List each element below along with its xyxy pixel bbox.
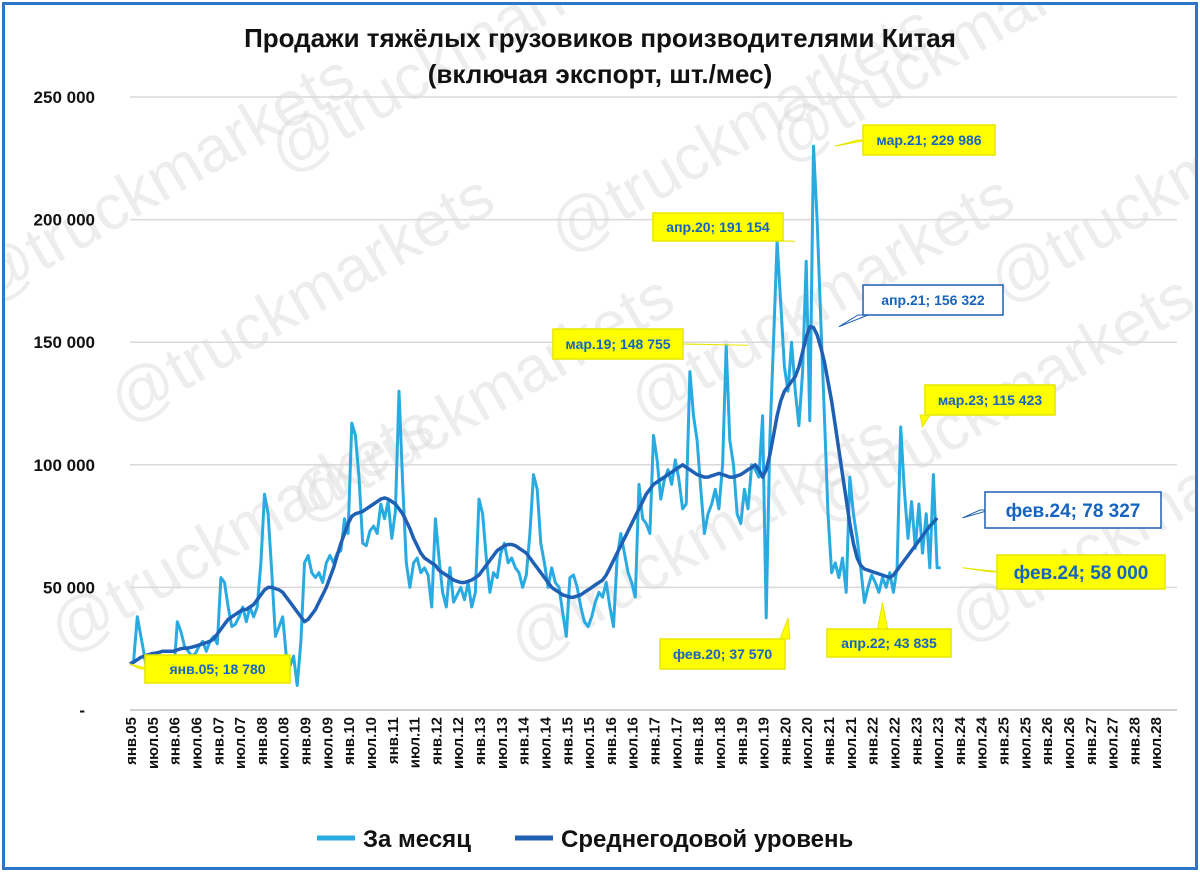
x-tick-label: июл.18 xyxy=(712,717,729,769)
annotation-pointer xyxy=(876,602,889,630)
x-tick-label: янв.08 xyxy=(254,717,271,765)
x-tick-label: июл.28 xyxy=(1148,717,1165,769)
x-tick-label: янв.22 xyxy=(865,717,882,765)
annotation-box xyxy=(984,491,1162,529)
annotation-pointer xyxy=(779,617,791,640)
x-axis: янв.05 июл.05 янв.06 июл.06 янв.07 июл.07 янв.… xyxy=(123,716,1165,769)
x-tick-label: янв.28 xyxy=(1126,717,1143,765)
x-tick-label: янв.07 xyxy=(210,717,227,765)
x-tick-label: янв.16 xyxy=(603,717,620,765)
x-tick-label: янв.19 xyxy=(734,717,751,765)
annotation-label: мар.23; 115 423 xyxy=(938,392,1043,408)
x-tick-label: янв.21 xyxy=(821,717,838,765)
annotation-box xyxy=(144,654,291,684)
y-tick-label: 200 000 xyxy=(34,211,95,230)
annotation-box xyxy=(862,124,996,156)
x-tick-label: июл.25 xyxy=(1017,717,1034,769)
annotation-box xyxy=(659,638,786,670)
annotation-box xyxy=(996,554,1166,590)
annotation-label: апр.20; 191 154 xyxy=(666,219,770,235)
x-tick-label: июл.17 xyxy=(668,717,685,769)
x-tick-label: июл.12 xyxy=(450,717,467,769)
y-tick-label: 50 000 xyxy=(43,578,95,597)
x-tick-label: июл.19 xyxy=(756,717,773,769)
x-tick-label: янв.20 xyxy=(777,717,794,765)
annotation-label: янв.05; 18 780 xyxy=(169,661,265,677)
watermark-text: @truckmarkets xyxy=(36,389,445,667)
annotation-label: апр.22; 43 835 xyxy=(841,635,937,651)
x-tick-label: янв.10 xyxy=(341,717,358,765)
x-tick-label: июл.22 xyxy=(886,717,903,769)
annotation-box xyxy=(924,384,1056,416)
x-tick-label: янв.12 xyxy=(428,717,445,765)
annotation-label: фев.20; 37 570 xyxy=(673,646,773,662)
y-tick-label: 250 000 xyxy=(34,88,95,107)
legend-label-average: Среднегодовой уровень xyxy=(561,826,853,853)
y-axis: 250 000 200 000 150 000 100 000 50 000 - xyxy=(34,88,95,720)
x-tick-label: июл.09 xyxy=(319,717,336,769)
x-tick-label: июл.07 xyxy=(232,717,249,769)
x-tick-label: янв.09 xyxy=(298,717,315,765)
chart-title-line2: (включая экспорт, шт./мес) xyxy=(428,59,773,89)
x-tick-label: янв.23 xyxy=(908,717,925,765)
x-tick-label: июл.14 xyxy=(537,716,554,769)
x-tick-label: янв.17 xyxy=(647,717,664,765)
annotation-box xyxy=(862,284,1004,316)
x-tick-label: янв.26 xyxy=(1039,717,1056,765)
x-tick-label: июл.23 xyxy=(930,717,947,769)
series xyxy=(129,144,941,687)
annotation-box xyxy=(826,628,952,658)
x-tick-label: июл.24 xyxy=(974,716,991,769)
x-tick-label: янв.05 xyxy=(123,717,140,765)
chart-title-line1: Продажи тяжёлых грузовиков производителя… xyxy=(244,23,956,53)
legend-label-monthly: За месяц xyxy=(363,826,471,853)
annotations: янв.05; 18 780 фев.20; 37 570 мар.19; 148 … xyxy=(129,124,1166,684)
series-average-line xyxy=(129,324,939,666)
x-tick-label: июл.27 xyxy=(1105,717,1122,769)
annotation-label: мар.21; 229 986 xyxy=(876,132,981,148)
x-tick-label: янв.13 xyxy=(472,717,489,765)
x-tick-label: июл.10 xyxy=(363,717,380,769)
x-tick-label: июл.20 xyxy=(799,717,816,769)
annotation-label: фев.24; 78 327 xyxy=(1006,501,1141,522)
x-tick-label: июл.08 xyxy=(276,717,293,769)
x-tick-label: июл.26 xyxy=(1061,717,1078,769)
chart: @truckmarkets@truckmarkets@truckmarkets@… xyxy=(5,5,1195,853)
y-tick-label: 150 000 xyxy=(34,333,95,352)
x-tick-label: июл.13 xyxy=(494,717,511,769)
x-tick-label: июл.16 xyxy=(625,717,642,769)
annotation-label: мар.19; 148 755 xyxy=(565,336,670,352)
annotation-box xyxy=(652,212,784,242)
x-tick-label: янв.06 xyxy=(167,717,184,765)
x-tick-label: июл.05 xyxy=(145,717,162,769)
x-tick-label: янв.25 xyxy=(996,717,1013,765)
series-monthly-line xyxy=(129,144,941,687)
x-tick-label: янв.14 xyxy=(516,716,533,765)
x-tick-label: июл.11 xyxy=(407,717,424,768)
y-tick-label: 100 000 xyxy=(34,456,95,475)
x-tick-label: янв.24 xyxy=(952,716,969,765)
annotation-box xyxy=(552,328,684,360)
annotation-label: апр.21; 156 322 xyxy=(881,292,985,308)
x-tick-label: янв.15 xyxy=(559,717,576,765)
x-tick-label: янв.27 xyxy=(1083,717,1100,765)
x-tick-label: июл.15 xyxy=(581,717,598,769)
y-tick-label: - xyxy=(79,701,85,720)
x-tick-label: июл.21 xyxy=(843,717,860,769)
x-tick-label: янв.11 xyxy=(385,717,402,764)
x-tick-label: янв.18 xyxy=(690,717,707,765)
x-tick-label: июл.06 xyxy=(188,717,205,769)
annotation-label: фев.24; 58 000 xyxy=(1014,563,1149,584)
legend: За месяц Среднегодовой уровень xyxy=(317,826,853,853)
